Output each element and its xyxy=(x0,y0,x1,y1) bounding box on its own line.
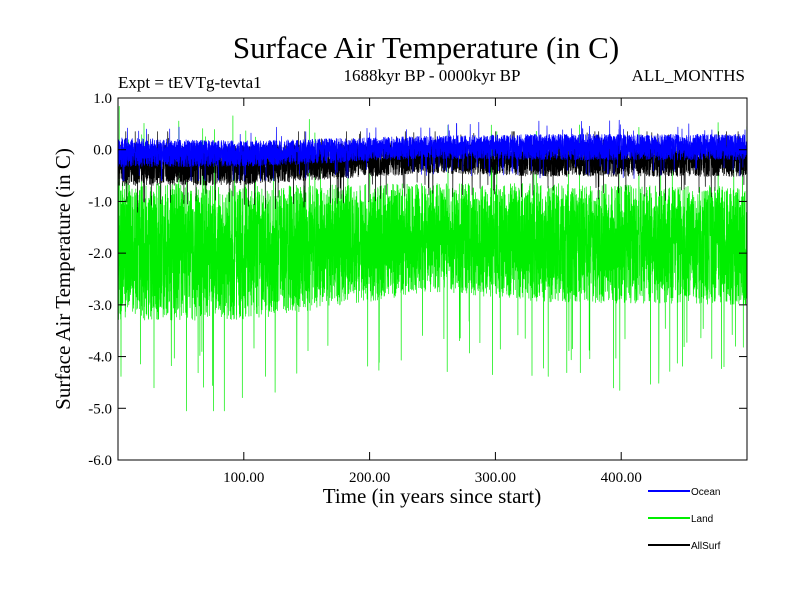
chart-title: Surface Air Temperature (in C) xyxy=(233,30,619,65)
series-line-ocean xyxy=(117,119,748,182)
series-line-land xyxy=(117,106,748,412)
legend: Ocean Land AllSurf xyxy=(648,487,721,552)
y-tick-label: -4.0 xyxy=(88,350,112,366)
y-tick-label: -3.0 xyxy=(88,298,112,314)
x-axis-label: Time (in years since start) xyxy=(323,484,542,508)
legend-label-ocean: Ocean xyxy=(691,487,720,498)
y-axis-label: Surface Air Temperature (in C) xyxy=(51,148,75,410)
months-label: ALL_MONTHS xyxy=(632,66,745,85)
legend-label-allsurf: AllSurf xyxy=(691,541,721,552)
y-tick-label: -1.0 xyxy=(88,194,112,210)
y-tick-label: -6.0 xyxy=(88,453,112,469)
y-tick-label: -2.0 xyxy=(88,246,112,262)
x-tick-label: 300.00 xyxy=(475,470,516,486)
x-tick-label: 200.00 xyxy=(349,470,390,486)
experiment-label: Expt = tEVTg-tevta1 xyxy=(118,73,262,92)
series-layer xyxy=(117,106,748,412)
y-tick-label: -5.0 xyxy=(88,401,112,417)
period-label: 1688kyr BP - 0000kyr BP xyxy=(344,66,521,85)
x-tick-label: 400.00 xyxy=(601,470,642,486)
y-tick-label: 0.0 xyxy=(93,143,112,159)
x-tick-label: 100.00 xyxy=(223,470,264,486)
legend-label-land: Land xyxy=(691,514,713,525)
plot-frame xyxy=(117,97,748,461)
y-tick-label: 1.0 xyxy=(93,91,112,107)
tick-layer: 1.0 0.0 -1.0 -2.0 -3.0 -4.0 -5.0 -6.0 100.00 200.… xyxy=(88,91,747,486)
